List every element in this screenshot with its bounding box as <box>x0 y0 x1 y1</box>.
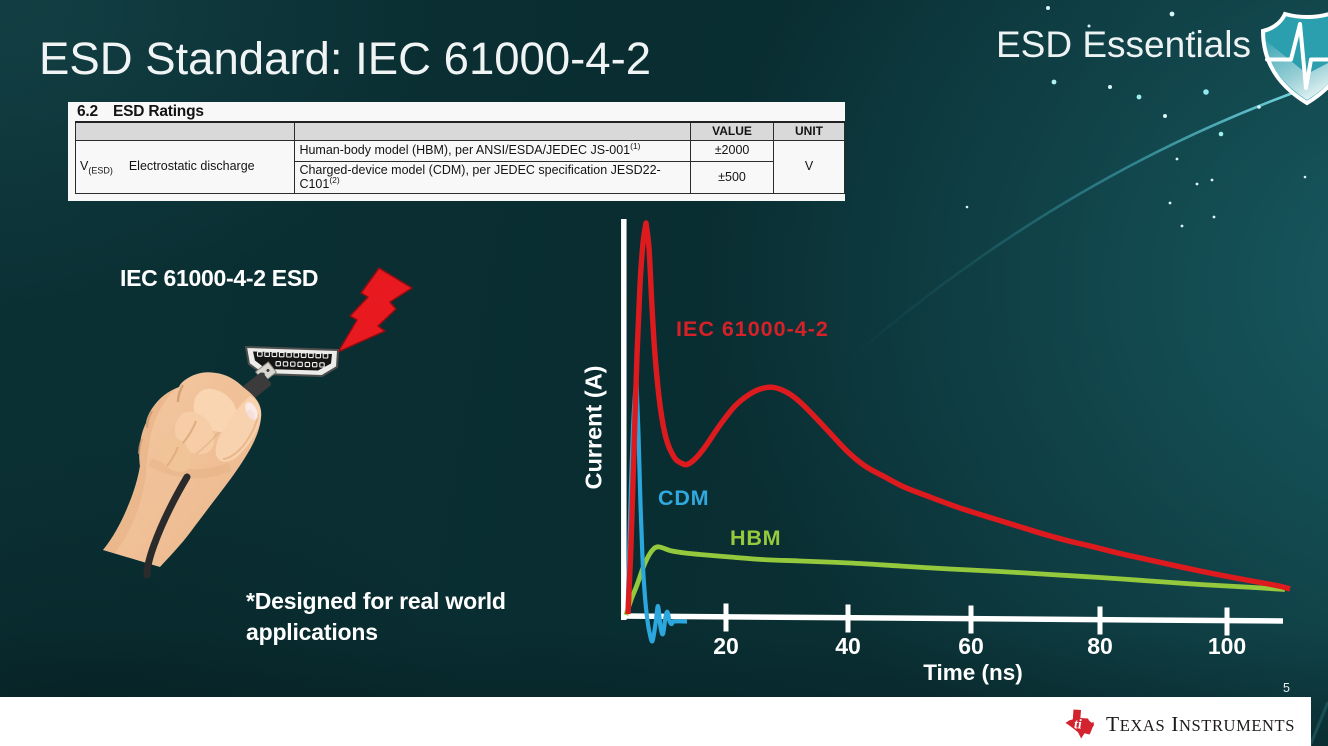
svg-text:ti: ti <box>1074 718 1082 733</box>
